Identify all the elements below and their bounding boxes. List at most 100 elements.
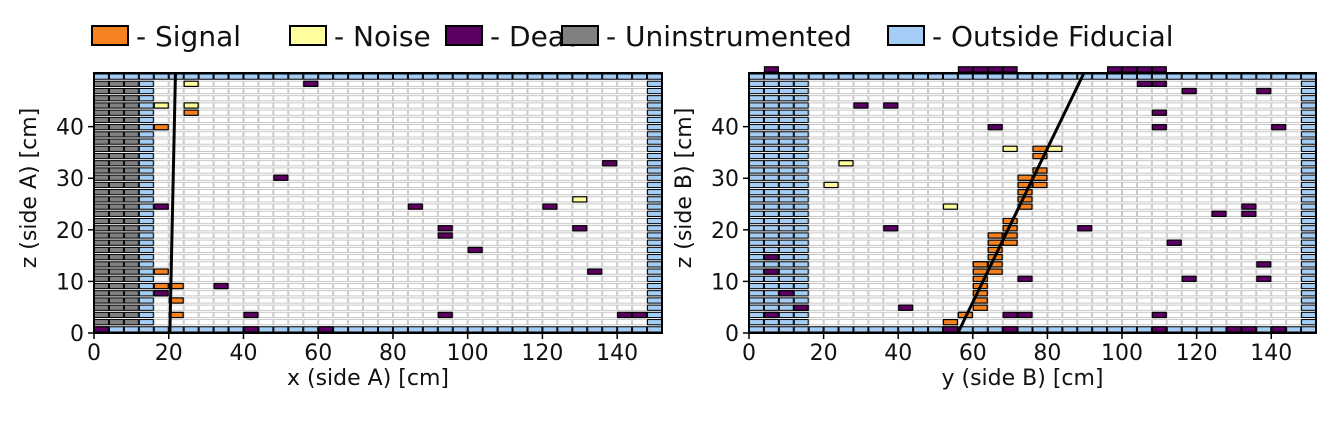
empty-strip — [838, 80, 854, 87]
empty-strip — [1047, 80, 1063, 87]
empty-strip — [198, 167, 214, 174]
empty-strip — [467, 268, 483, 275]
empty-strip — [1092, 232, 1108, 239]
empty-strip — [1017, 297, 1033, 304]
legend-label-signal: - Signal — [136, 20, 241, 53]
empty-strip — [183, 254, 199, 261]
outside-strip — [392, 326, 408, 333]
outside-strip — [749, 124, 764, 131]
empty-strip — [198, 174, 214, 181]
empty-strip — [602, 203, 618, 210]
empty-strip — [1032, 304, 1048, 311]
empty-strip — [602, 145, 618, 152]
empty-strip — [1226, 203, 1242, 210]
empty-strip — [1241, 217, 1257, 225]
empty-strip — [258, 290, 274, 297]
empty-strip — [957, 131, 973, 138]
empty-strip — [407, 102, 423, 109]
empty-strip — [928, 311, 943, 319]
empty-strip — [153, 167, 169, 174]
empty-strip — [1077, 181, 1093, 189]
empty-strip — [1211, 145, 1227, 152]
dead-hit — [1077, 225, 1093, 232]
empty-strip — [1092, 189, 1108, 196]
empty-strip — [1017, 268, 1033, 275]
signal-hit — [972, 304, 988, 311]
empty-strip — [1136, 138, 1152, 145]
empty-strip — [913, 196, 929, 203]
empty-strip — [957, 297, 973, 304]
outside-strip — [1241, 73, 1257, 80]
empty-strip — [198, 124, 214, 131]
empty-strip — [1166, 174, 1182, 181]
empty-strip — [183, 174, 199, 181]
outside-strip — [793, 87, 809, 95]
empty-strip — [1077, 131, 1093, 138]
outside-strip — [763, 210, 779, 217]
empty-strip — [1107, 282, 1123, 290]
empty-strip — [497, 196, 513, 203]
uninstrumented-strip — [94, 181, 109, 189]
empty-strip — [1002, 319, 1018, 326]
empty-strip — [1032, 203, 1048, 210]
empty-strip — [1241, 282, 1257, 290]
empty-strip — [1136, 210, 1152, 217]
empty-strip — [243, 203, 259, 210]
empty-strip — [467, 138, 483, 145]
empty-strip — [213, 311, 229, 319]
empty-strip — [853, 152, 869, 160]
outside-strip — [378, 326, 393, 333]
empty-strip — [632, 225, 648, 232]
empty-strip — [422, 152, 438, 160]
empty-strip — [168, 210, 184, 217]
empty-strip — [972, 174, 988, 181]
y-tick-label: 30 — [711, 167, 739, 192]
outside-strip — [138, 196, 154, 203]
empty-strip — [1181, 232, 1197, 239]
empty-strip — [853, 95, 869, 102]
empty-strip — [838, 261, 854, 268]
empty-strip — [363, 80, 379, 87]
empty-strip — [303, 87, 319, 95]
empty-strip — [407, 268, 423, 275]
empty-strip — [378, 268, 393, 275]
empty-strip — [1211, 246, 1227, 254]
outside-strip — [793, 131, 809, 138]
empty-strip — [437, 203, 453, 210]
empty-strip — [273, 196, 289, 203]
empty-strip — [957, 152, 973, 160]
empty-strip — [957, 167, 973, 174]
empty-strip — [1211, 131, 1227, 138]
empty-strip — [467, 87, 483, 95]
empty-strip — [198, 138, 214, 145]
outside-strip — [1301, 87, 1317, 95]
outside-strip — [823, 326, 839, 333]
empty-strip — [273, 145, 289, 152]
empty-strip — [913, 297, 929, 304]
empty-strip — [392, 275, 408, 282]
uninstrumented-strip — [94, 319, 109, 326]
empty-strip — [1151, 275, 1167, 282]
empty-strip — [1017, 246, 1033, 254]
outside-strip — [647, 246, 662, 254]
empty-strip — [422, 275, 438, 282]
x-tick-label: 60 — [304, 341, 332, 366]
x-tick-label: 20 — [155, 341, 183, 366]
y-tick-label: 10 — [711, 270, 739, 295]
uninstrumented-strip — [123, 319, 139, 326]
empty-strip — [318, 304, 334, 311]
empty-strip — [602, 131, 618, 138]
empty-strip — [527, 87, 543, 95]
empty-strip — [512, 131, 528, 138]
empty-strip — [1002, 131, 1018, 138]
empty-strip — [527, 203, 543, 210]
empty-strip — [437, 167, 453, 174]
outside-strip — [632, 73, 648, 80]
empty-strip — [497, 131, 513, 138]
empty-strip — [1032, 189, 1048, 196]
empty-strip — [1107, 254, 1123, 261]
uninstrumented-strip — [123, 102, 139, 109]
outside-strip — [153, 73, 169, 80]
empty-strip — [303, 131, 319, 138]
